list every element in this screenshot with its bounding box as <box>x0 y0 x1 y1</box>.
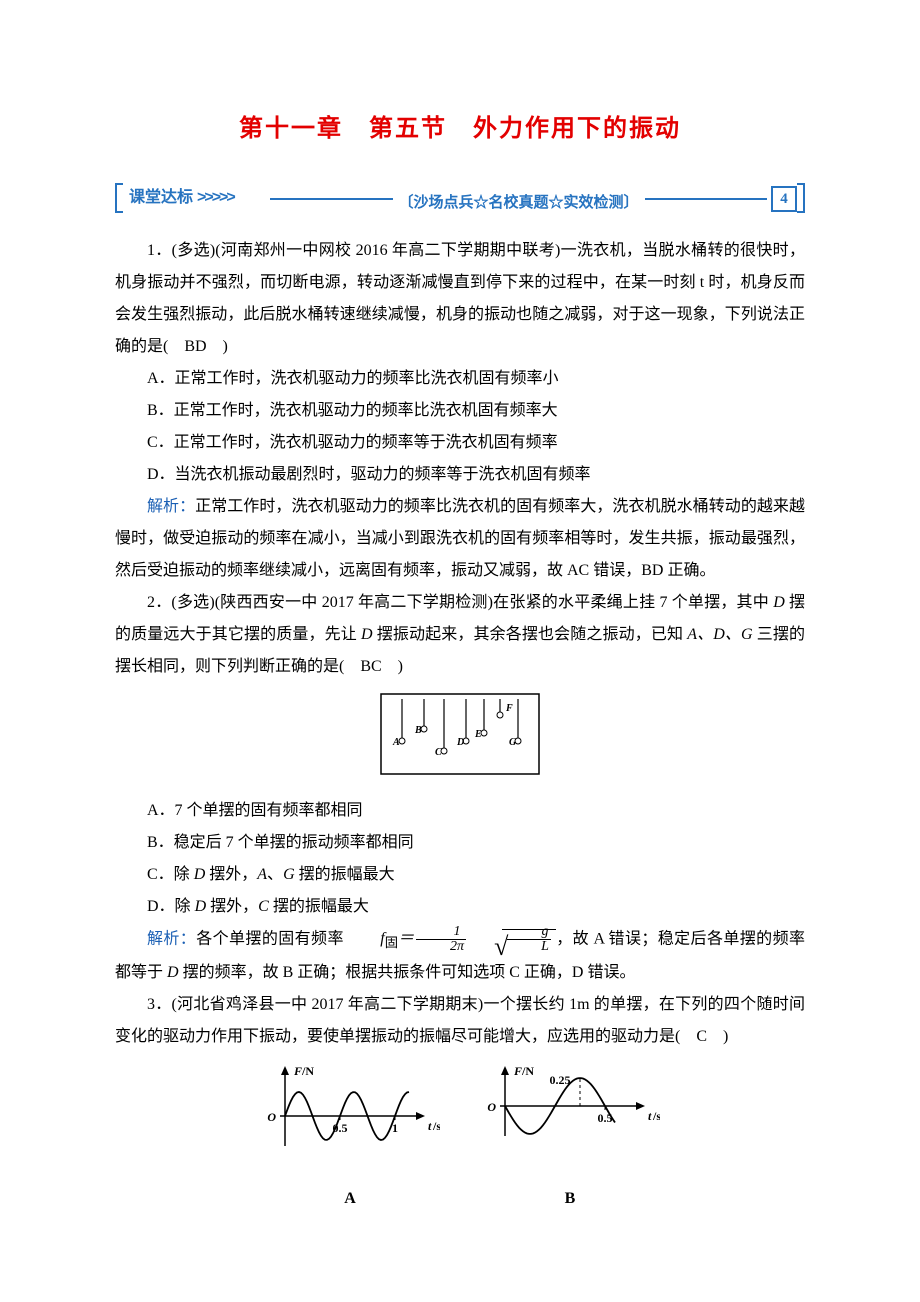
q2-d-c: C <box>258 898 269 915</box>
q2-opt-c: C．除 D 摆外，A、G 摆的振幅最大 <box>115 859 805 891</box>
q2-d-d: D <box>195 898 207 915</box>
jiexi-label: 解析： <box>147 498 195 515</box>
svg-text:/N: /N <box>301 1064 314 1078</box>
bracket-right-icon <box>797 183 805 213</box>
chart-b: F/N Ot/s 0.5 0.25 <box>480 1061 660 1171</box>
q2-jx-c: 摆的频率，故 B 正确；根据共振条件可知选项 C 正确，D 错误。 <box>179 964 636 981</box>
q2-c-d: D <box>194 866 206 883</box>
jiexi-label-2: 解析： <box>147 931 196 948</box>
svg-text:t: t <box>648 1109 652 1123</box>
svg-text:t: t <box>428 1119 432 1133</box>
chart-b-label: B <box>480 1183 660 1215</box>
svg-text:F: F <box>513 1064 522 1078</box>
q2-opt-a: A．7 个单摆的固有频率都相同 <box>115 795 805 827</box>
q2-ital-adg: A、D、G <box>687 626 752 643</box>
q2-d-mid: 摆外， <box>206 898 258 915</box>
svg-text:F: F <box>505 703 513 714</box>
chapter-title: 第十一章 第五节 外力作用下的振动 <box>115 105 805 153</box>
chart-a: F/NOt/s0.51 <box>260 1061 440 1171</box>
q2-opt-d: D．除 D 摆外，C 摆的振幅最大 <box>115 891 805 923</box>
q2-d-post: 摆的振幅最大 <box>269 898 369 915</box>
q2-explain: 解析：各个单摆的固有频率 f固＝12π√gL，故 A 错误；稳定后各单摆的频率都… <box>115 923 805 989</box>
banner-pagebox: 4 <box>771 186 797 212</box>
q2-c-post: 摆的振幅最大 <box>295 866 395 883</box>
banner-midline: 〔沙场点兵☆名校真题☆实效检测〕 <box>270 198 767 200</box>
svg-text:C: C <box>435 747 442 758</box>
q2-ital-d1: D <box>773 594 785 611</box>
section-banner: 课堂达标 >>>>> 〔沙场点兵☆名校真题☆实效检测〕 4 <box>115 183 805 213</box>
q2-ital-d2: D <box>361 626 373 643</box>
svg-text:O: O <box>487 1100 496 1114</box>
pendulum-svg: A B C DE F G <box>380 693 540 775</box>
svg-text:G: G <box>509 737 517 748</box>
svg-text:/s: /s <box>432 1119 440 1133</box>
svg-text:0.25: 0.25 <box>550 1073 571 1087</box>
q1-opt-c: C．正常工作时，洗衣机驱动力的频率等于洗衣机固有频率 <box>115 427 805 459</box>
q2-c-mid: 摆外， <box>205 866 257 883</box>
svg-text:F: F <box>293 1064 302 1078</box>
q2-stem-a: 2．(多选)(陕西西安一中 2017 年高二下学期检测)在张紧的水平柔绳上挂 7… <box>147 594 773 611</box>
q1-stem: 1．(多选)(河南郑州一中网校 2016 年高二下学期期中联考)一洗衣机，当脱水… <box>115 235 805 363</box>
chevrons-icon: >>>>> <box>197 182 234 214</box>
q2-d-pre: D．除 <box>147 898 195 915</box>
chart-a-label: A <box>260 1183 440 1215</box>
q2-stem: 2．(多选)(陕西西安一中 2017 年高二下学期检测)在张紧的水平柔绳上挂 7… <box>115 587 805 683</box>
svg-text:E: E <box>474 729 482 740</box>
banner-midtext: 〔沙场点兵☆名校真题☆实效检测〕 <box>392 188 644 218</box>
chart-labels: A B <box>115 1183 805 1215</box>
svg-text:B: B <box>414 725 422 736</box>
diagram-frame <box>381 694 539 774</box>
bracket-left-icon <box>115 183 123 213</box>
q1-opt-a: A．正常工作时，洗衣机驱动力的频率比洗衣机固有频率小 <box>115 363 805 395</box>
banner-label-text: 课堂达标 <box>129 182 193 214</box>
svg-text:/s: /s <box>652 1109 660 1123</box>
q2-c-ag: A <box>257 866 267 883</box>
q2-formula: f固＝12π√gL <box>348 923 556 957</box>
page: 第十一章 第五节 外力作用下的振动 课堂达标 >>>>> 〔沙场点兵☆名校真题☆… <box>0 0 920 1302</box>
q2-jx-a: 各个单摆的固有频率 <box>196 931 348 948</box>
q2-opt-b: B．稳定后 7 个单摆的振动频率都相同 <box>115 827 805 859</box>
q1-explain: 解析：正常工作时，洗衣机驱动力的频率比洗衣机的固有频率大，洗衣机脱水桶转动的越来… <box>115 491 805 587</box>
q3-charts: F/NOt/s0.51 F/NOt/s0.50.25 <box>115 1061 805 1183</box>
q1-opt-d: D．当洗衣机振动最剧烈时，驱动力的频率等于洗衣机固有频率 <box>115 459 805 491</box>
q3-stem: 3．(河北省鸡泽县一中 2017 年高二下学期期末)一个摆长约 1m 的单摆，在… <box>115 989 805 1053</box>
svg-text:O: O <box>267 1110 276 1124</box>
q2-stem-c: 摆振动起来，其余各摆也会随之振动，已知 <box>373 626 688 643</box>
q1-opt-b: B．正常工作时，洗衣机驱动力的频率比洗衣机固有频率大 <box>115 395 805 427</box>
q2-diagram: A B C DE F G <box>115 693 805 787</box>
banner-label: 课堂达标 >>>>> <box>123 185 240 211</box>
svg-text:A: A <box>392 737 400 748</box>
q2-jx-d: D <box>167 964 179 981</box>
svg-text:/N: /N <box>521 1064 534 1078</box>
q1-explain-text: 正常工作时，洗衣机驱动力的频率比洗衣机的固有频率大，洗衣机脱水桶转动的越来越慢时… <box>115 498 805 579</box>
svg-text:D: D <box>456 737 464 748</box>
q2-c-pre: C．除 <box>147 866 194 883</box>
svg-text:0.5: 0.5 <box>598 1111 613 1125</box>
